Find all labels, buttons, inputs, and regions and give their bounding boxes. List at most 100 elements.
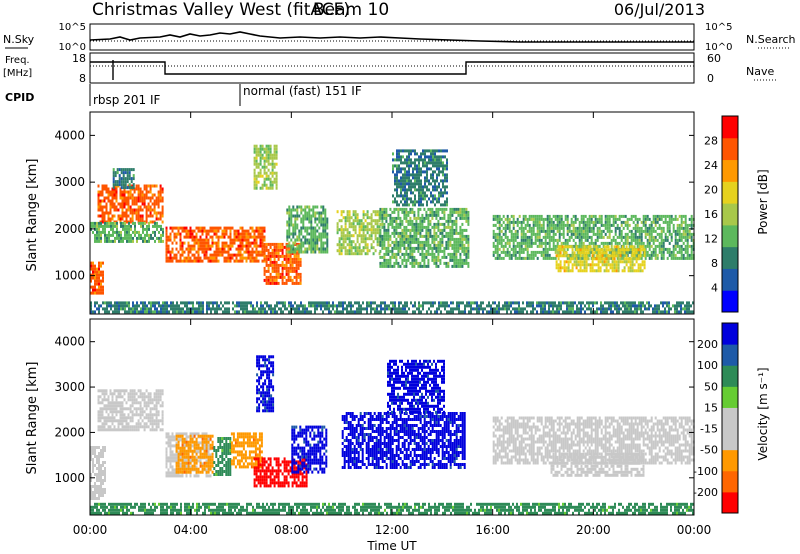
heatmap-cell (407, 210, 410, 214)
heatmap-cell (556, 217, 559, 221)
heatmap-cell (138, 221, 140, 225)
heatmap-cell (92, 310, 94, 314)
heatmap-cell (382, 301, 384, 305)
heatmap-cell (436, 176, 438, 180)
heatmap-cell (421, 243, 424, 247)
heatmap-cell (518, 304, 520, 308)
heatmap-cell (201, 226, 204, 230)
heatmap-cell (652, 226, 655, 230)
heatmap-cell (152, 301, 154, 305)
heatmap-cell (358, 304, 360, 308)
heatmap-cell (263, 238, 266, 242)
heatmap-cell (601, 251, 604, 255)
heatmap-cell (403, 264, 406, 268)
heatmap-cell (152, 304, 154, 308)
heatmap-cell (131, 208, 134, 212)
heatmap-cell (290, 217, 293, 221)
heatmap-cell (496, 244, 499, 248)
heatmap-cell (302, 307, 304, 311)
heatmap-cell (255, 186, 258, 190)
heatmap-cell (348, 225, 351, 229)
heatmap-cell (443, 246, 446, 250)
heatmap-cell (348, 222, 351, 226)
heatmap-cell (116, 307, 118, 311)
heatmap-cell (168, 304, 170, 308)
heatmap-cell (356, 249, 359, 253)
heatmap-cell (580, 220, 583, 224)
heatmap-cell (644, 214, 647, 218)
heatmap-cell (220, 301, 222, 305)
heatmap-cell (404, 149, 406, 153)
heatmap-cell (372, 301, 374, 305)
heatmap-cell (455, 264, 458, 268)
heatmap-cell (579, 263, 582, 267)
heatmap-cell (633, 254, 636, 258)
heatmap-cell (562, 226, 565, 230)
heatmap-cell (393, 240, 396, 244)
heatmap-cell (112, 227, 114, 231)
heatmap-cell (356, 307, 358, 311)
heatmap-cell (449, 210, 452, 214)
heatmap-cell (400, 301, 402, 305)
heatmap-cell (418, 173, 420, 177)
heatmap-cell (138, 233, 140, 237)
heatmap-cell (512, 217, 515, 221)
heatmap-cell (595, 263, 598, 267)
heatmap-cell (296, 217, 299, 221)
heatmap-cell (420, 194, 422, 198)
heatmap-cell (394, 158, 396, 162)
heatmap-cell (467, 216, 470, 220)
heatmap-cell (123, 214, 126, 218)
heatmap-cell (558, 220, 561, 224)
heatmap-cell (245, 238, 248, 242)
heatmap-cell (354, 231, 357, 235)
heatmap-cell (259, 144, 262, 148)
heatmap-cell (631, 269, 634, 273)
heatmap-cell (297, 254, 300, 258)
heatmap-cell (160, 224, 162, 228)
heatmap-cell (682, 229, 685, 233)
heatmap-cell (165, 241, 168, 245)
heatmap-cell (654, 253, 657, 257)
heatmap-cell (494, 214, 497, 218)
heatmap-cell (145, 193, 148, 197)
heatmap-cell (422, 161, 424, 165)
heatmap-cell (128, 227, 130, 231)
heatmap-cell (420, 152, 422, 156)
heatmap-cell (395, 228, 398, 232)
heatmap-cell (580, 304, 582, 308)
heatmap-cell (470, 301, 472, 305)
heatmap-cell (548, 256, 551, 260)
heatmap-cell (164, 310, 166, 314)
heatmap-cell (379, 207, 382, 211)
heatmap-cell (611, 263, 614, 267)
heatmap-cell (652, 250, 655, 254)
heatmap-cell (680, 220, 683, 224)
heatmap-cell (140, 236, 142, 240)
heatmap-cell (520, 241, 523, 245)
heatmap-cell (666, 250, 669, 254)
heatmap-cell (668, 253, 671, 257)
heatmap-cell (171, 250, 174, 254)
heatmap-cell (439, 207, 442, 211)
heatmap-cell (187, 244, 190, 248)
heatmap-cell (110, 239, 112, 243)
heatmap-cell (132, 310, 134, 314)
heatmap-cell (596, 229, 599, 233)
heatmap-cell (430, 149, 432, 153)
heatmap-cell (385, 234, 388, 238)
heatmap-cell (449, 243, 452, 247)
heatmap-cell (251, 229, 254, 233)
heatmap-cell (447, 213, 450, 217)
heatmap-cell (427, 252, 430, 256)
heatmap-cell (516, 217, 519, 221)
heatmap-cell (344, 234, 347, 238)
heatmap-cell (488, 304, 490, 308)
heatmap-cell (304, 208, 307, 212)
heatmap-cell (164, 304, 166, 308)
heatmap-cell (656, 256, 659, 260)
heatmap-cell (546, 223, 549, 227)
heatmap-cell (532, 256, 535, 260)
heatmap-cell (393, 207, 396, 211)
heatmap-cell (288, 301, 290, 305)
